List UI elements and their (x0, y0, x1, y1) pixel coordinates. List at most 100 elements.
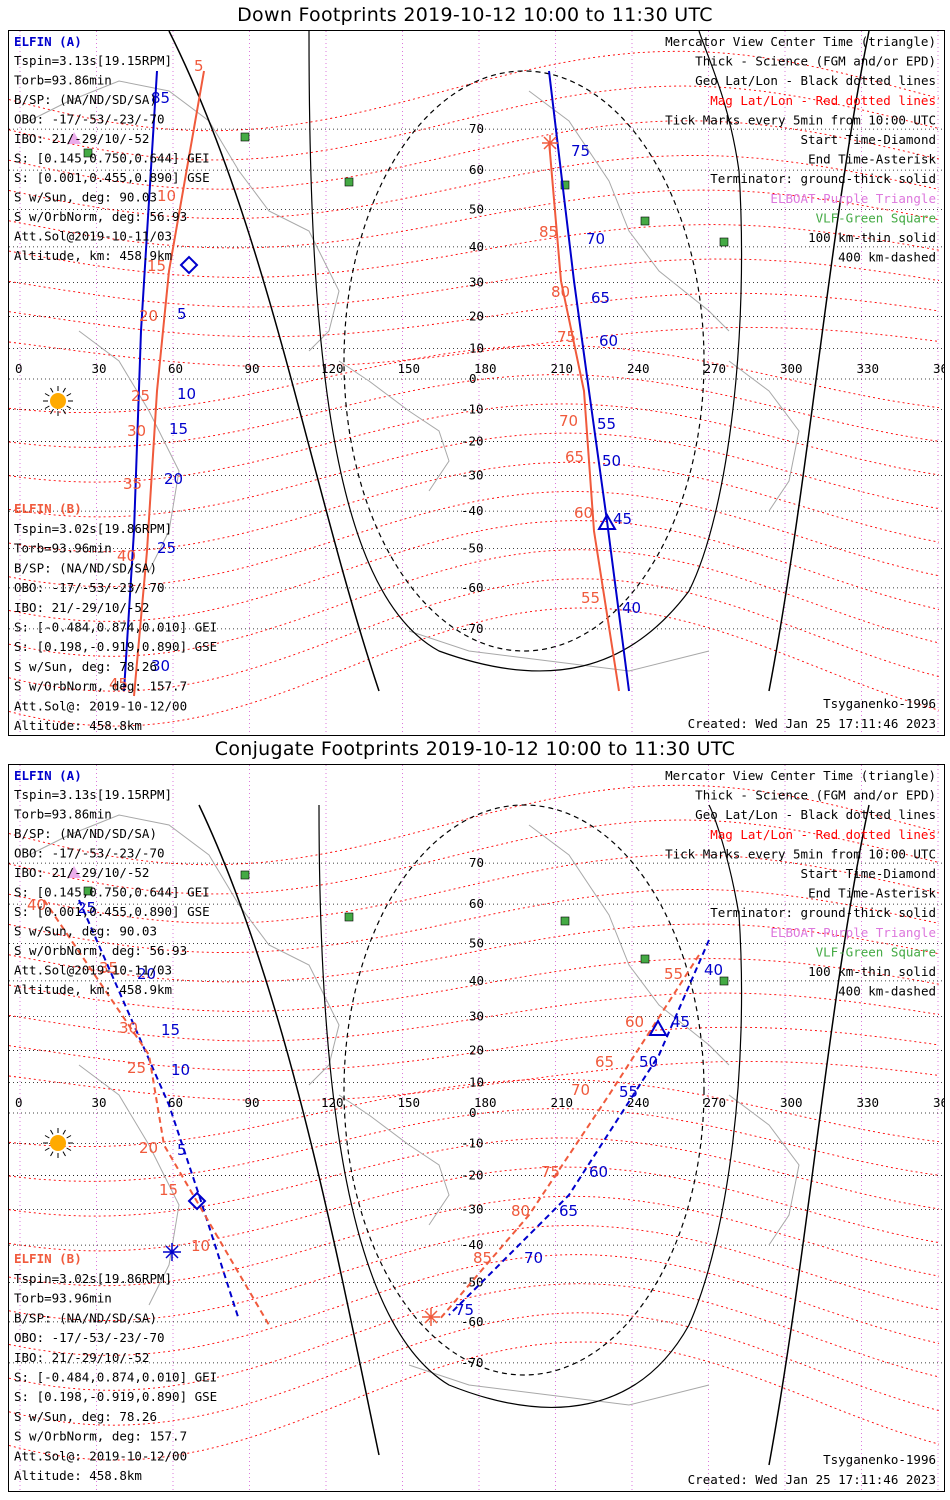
elfin-b-name: ELFIN (B) (14, 501, 82, 516)
vlf-square-icon (640, 954, 650, 964)
trace-time-label: 50 (639, 1053, 658, 1071)
trace-time-label: 5 (194, 57, 204, 75)
sun-ray (66, 1147, 72, 1151)
mag-lat-line (9, 578, 940, 692)
lat-tick-label: 40 (469, 239, 484, 254)
lat-tick-label: 70 (469, 855, 484, 870)
trace-time-label: 85 (473, 1249, 492, 1267)
elfin-a-trace (78, 899, 240, 1321)
trace-time-label: 65 (565, 448, 584, 466)
elfin-a-info-line: Altitude, km: 458.9km (14, 982, 172, 997)
trace-time-label: 85 (151, 89, 170, 107)
lon-tick-label: 90 (245, 361, 260, 376)
elfin-b-name: ELFIN (B) (14, 1251, 82, 1266)
down-map-canvas: 0306090120150180210240270300330360706050… (9, 31, 944, 735)
lon-tick-label: 90 (245, 1095, 260, 1110)
sun-disc (50, 1135, 66, 1151)
lat-tick-label: 0 (469, 371, 477, 386)
elfin-b-info-line: IBO: 21/-29/10/-52 (14, 600, 149, 615)
lat-tick-label: 70 (469, 121, 484, 136)
end-asterisk-icon (422, 1308, 440, 1326)
legend-line: Mercator View Center Time (triangle) (665, 768, 936, 783)
trace-time-label: 70 (524, 1249, 543, 1267)
elfin-a-info-line: B/SP: (NA/ND/SD/SA) (14, 92, 157, 107)
lon-tick-label: 270 (704, 361, 727, 376)
trace-time-label: 70 (571, 1081, 590, 1099)
legend-line: Start Time-Diamond (801, 866, 936, 881)
sun-ray (44, 393, 50, 397)
sun-ray (66, 1135, 72, 1139)
trace-time-label: 45 (671, 1013, 690, 1031)
footprint-400km (343, 804, 705, 1376)
elfin-b-info-line: S: [0.198,-0.919,0.890] GSE (14, 639, 217, 654)
lat-tick-label: 0 (469, 1105, 477, 1120)
elfin-b-info-line: OBO: -17/-53/-23/-70 (14, 1330, 165, 1345)
lat-tick-label: -30 (461, 1201, 484, 1216)
mag-lat-line (9, 958, 940, 1012)
elfin-a-info-line: S: [0.145,0.750,0.644] GEI (14, 885, 210, 900)
trace-time-label: 15 (147, 257, 166, 275)
trace-time-label: 65 (591, 289, 610, 307)
lat-tick-label: -60 (461, 580, 484, 595)
legend-line: End Time-Asterisk (808, 886, 936, 901)
lon-tick-label: 210 (551, 361, 574, 376)
lat-tick-label: -10 (461, 1135, 484, 1150)
mag-lat-line (9, 85, 940, 161)
mag-lat-line (9, 1166, 940, 1252)
mag-lat-line (9, 461, 940, 553)
elfin-a-info-line: OBO: -17/-53/-23/-70 (14, 846, 165, 861)
trace-time-label: 35 (123, 475, 142, 493)
trace-time-label: 45 (109, 675, 128, 693)
down-footprints-map: 0306090120150180210240270300330360706050… (8, 30, 945, 736)
legend-line: Tick Marks every 5min from 10:00 UTC (665, 112, 936, 127)
vlf-square-icon (240, 132, 250, 142)
center-triangle-icon (648, 1018, 668, 1036)
mag-lat-line (9, 1341, 940, 1461)
legend-line: Geo Lat/Lon - Black dotted lines (695, 73, 936, 88)
trace-time-label: 60 (574, 504, 593, 522)
trace-time-label: 60 (589, 1163, 608, 1181)
created-timestamp: Created: Wed Jan 25 17:11:46 2023 (688, 1472, 936, 1487)
lon-tick-label: 120 (321, 1095, 344, 1110)
vlf-square-icon (560, 180, 570, 190)
trace-time-label: 20 (139, 1139, 158, 1157)
vlf-square-icon (83, 148, 93, 158)
sun-ray (50, 387, 54, 393)
sun-ray (50, 409, 54, 415)
mag-lat-line (9, 1137, 940, 1217)
trace-time-label: 15 (159, 1181, 178, 1199)
elfin-b-info-line: Att.Sol@: 2019-10-12/00 (14, 698, 187, 713)
lat-tick-label: 30 (469, 1009, 484, 1024)
vlf-square-icon (560, 916, 570, 926)
lat-tick-label: 60 (469, 162, 484, 177)
vlf-square-icon (719, 976, 729, 986)
coastline (408, 630, 710, 672)
legend-line: Mag Lat/Lon - Red dotted lines (710, 93, 936, 108)
coastline (28, 814, 340, 1086)
mag-lat-line (9, 1283, 940, 1391)
lat-tick-label: -60 (461, 1314, 484, 1329)
lat-tick-label: -10 (461, 401, 484, 416)
legend-line: Mercator View Center Time (triangle) (665, 34, 936, 49)
lon-tick-label: 180 (474, 1095, 497, 1110)
vlf-square-icon (719, 237, 729, 247)
elfin-a-info-line: S: [0.001,0.455,0.890] GSE (14, 170, 210, 185)
elfin-b-info-line: S w/OrbNorm, deg: 157.7 (14, 1429, 187, 1444)
legend-line: Start Time-Diamond (801, 132, 936, 147)
elfin-a-info-line: Torb=93.86min (14, 73, 112, 88)
trace-time-label: 15 (169, 420, 188, 438)
legend-line: ELBOAT-Purple Triangle (770, 191, 936, 206)
trace-time-label: 10 (171, 1061, 190, 1079)
trace-time-label: 55 (664, 965, 683, 983)
trace-time-label: 25 (77, 899, 96, 917)
mag-lat-line (9, 1026, 940, 1072)
lon-tick-label: 30 (92, 361, 107, 376)
created-timestamp: Created: Wed Jan 25 17:11:46 2023 (688, 716, 936, 731)
lon-tick-label: 270 (704, 1095, 727, 1110)
trace-time-label: 80 (511, 1202, 530, 1220)
legend-line: VLF-Green Square (816, 944, 936, 959)
trace-time-label: 10 (191, 1237, 210, 1255)
coastline (528, 90, 730, 332)
trace-time-label: 40 (27, 896, 46, 914)
sun-icon (43, 386, 73, 416)
